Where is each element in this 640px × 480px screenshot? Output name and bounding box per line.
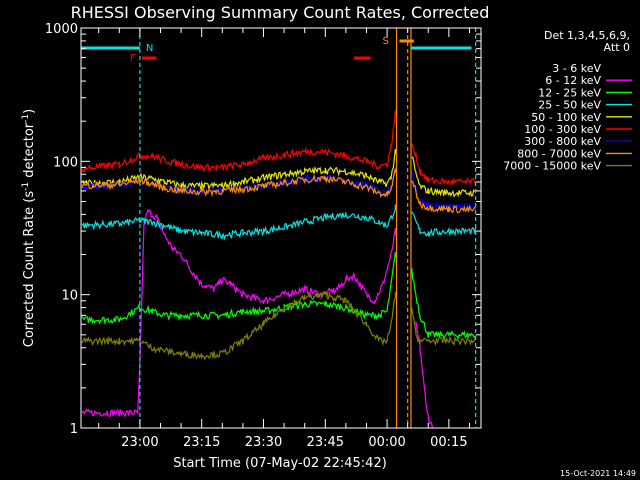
timestamp-annotation: 15-Oct-2021 14:49 <box>560 469 636 478</box>
series-line-12-25-kev <box>81 252 477 340</box>
y-axis-label-sup1: -1 <box>21 182 31 191</box>
flag-label-f: F <box>130 53 136 64</box>
y-tick-label-1000: 1000 <box>45 22 78 37</box>
x-tick-label-2345: 23:45 <box>307 435 344 450</box>
flags-group: NF S <box>81 36 472 64</box>
y-tick-label-1: 1 <box>70 422 78 437</box>
flag-label-s: S <box>383 36 389 47</box>
plot-frame <box>80 27 482 429</box>
series-line-100-300-kev <box>81 110 477 186</box>
x-tick-label-2315: 23:15 <box>183 435 220 450</box>
x-tick-label-2330: 23:30 <box>245 435 282 450</box>
flag-bar-saa <box>399 39 414 43</box>
x-axis-label: Start Time (07-May-02 22:45:42) <box>173 456 387 471</box>
flag-bar-flare-2 <box>354 56 371 60</box>
legend-label-50-100-kev: 50 - 100 keV <box>531 111 601 124</box>
y-axis-label: Corrected Count Rate (s-1 detector-1) <box>21 109 37 347</box>
y-tick-label-100: 100 <box>53 155 78 170</box>
legend-header-1: Det 1,3,4,5,6,9, <box>544 29 630 42</box>
series-group <box>81 110 477 429</box>
flag-label-n: N <box>146 43 153 54</box>
flag-bar-flare-1 <box>141 56 157 60</box>
legend-label-800-7000-kev: 800 - 7000 keV <box>517 147 601 160</box>
legend-label-7000-15000-kev: 7000 - 15000 keV <box>503 160 601 173</box>
y-axis-label-mid: detector <box>22 122 37 182</box>
x-tick-label-0000: 00:00 <box>368 435 405 450</box>
y-axis-label-main: Corrected Count Rate (s <box>22 191 37 348</box>
legend-label-6-12-kev: 6 - 12 keV <box>545 74 601 87</box>
vertical-lines-group <box>139 28 477 428</box>
flag-bar-night-2 <box>410 46 472 50</box>
series-line-7000-15000-kev <box>81 291 477 361</box>
series-line-50-100-kev <box>81 148 476 198</box>
x-tick-label-0015: 00:15 <box>430 435 467 450</box>
legend-header-2: Att 0 <box>604 41 630 54</box>
y-axis-label-end: ) <box>22 109 37 114</box>
y-tick-label-10: 10 <box>61 289 78 304</box>
axes-group: 1 10 100 1000 23:00 23:15 23:30 23:45 00:00 00:15 <box>45 22 482 450</box>
x-tick-label-2300: 23:00 <box>121 435 158 450</box>
series-line-800-7000-kev <box>81 168 476 214</box>
legend-label-300-800-kev: 300 - 800 keV <box>524 135 601 148</box>
legend-label-3-6-kev: 3 - 6 keV <box>552 62 601 75</box>
y-axis-label-sup2: -1 <box>21 114 31 123</box>
legend-label-25-50-kev: 25 - 50 keV <box>538 99 601 112</box>
series-line-6-12-kev <box>81 209 433 429</box>
flag-bar-night-1 <box>81 46 140 50</box>
legend-label-12-25-kev: 12 - 25 keV <box>538 86 601 99</box>
legend-label-100-300-kev: 100 - 300 keV <box>524 123 601 136</box>
series-line-25-50-kev <box>81 204 477 241</box>
chart-title: RHESSI Observing Summary Count Rates, Co… <box>71 3 490 22</box>
